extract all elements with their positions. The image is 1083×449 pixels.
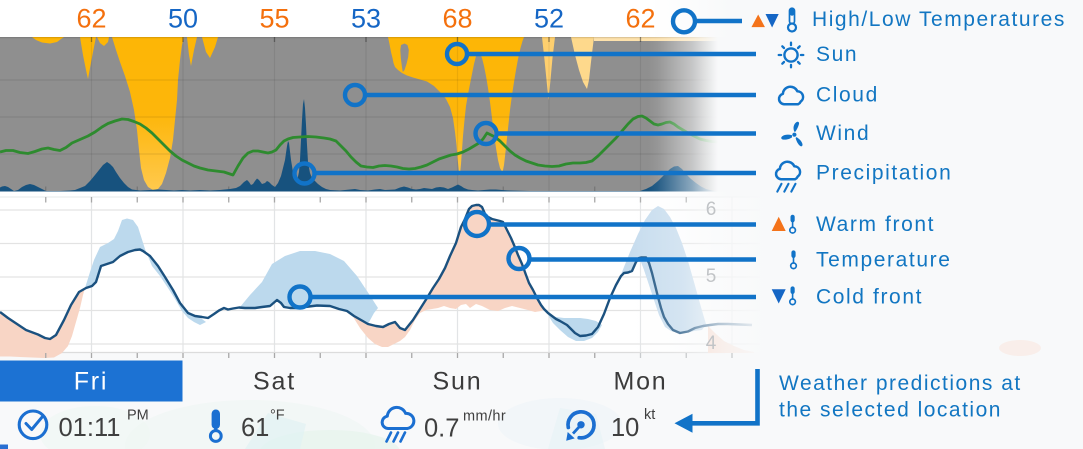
- svg-text:kt: kt: [644, 407, 655, 423]
- svg-text:55: 55: [259, 4, 289, 34]
- svg-text:68: 68: [442, 4, 472, 34]
- svg-text:Sat: Sat: [253, 368, 296, 396]
- svg-text:Sun: Sun: [816, 43, 858, 66]
- svg-text:Temperature: Temperature: [816, 249, 952, 272]
- svg-text:61: 61: [241, 414, 269, 442]
- svg-text:5: 5: [706, 266, 717, 287]
- svg-text:4: 4: [706, 333, 717, 354]
- svg-text:Wind: Wind: [816, 122, 870, 145]
- svg-text:Cold front: Cold front: [816, 286, 923, 309]
- svg-text:10: 10: [611, 414, 639, 442]
- svg-text:Weather predictions at: Weather predictions at: [779, 372, 1022, 395]
- svg-text:62: 62: [625, 4, 655, 34]
- svg-text:Cloud: Cloud: [816, 84, 879, 107]
- svg-text:Sun: Sun: [433, 368, 483, 396]
- svg-text:50: 50: [168, 4, 198, 34]
- svg-text:01:11: 01:11: [59, 414, 121, 442]
- svg-text:53: 53: [351, 4, 381, 34]
- svg-text:52: 52: [534, 4, 564, 34]
- svg-text:the selected location: the selected location: [779, 399, 1002, 422]
- svg-text:Mon: Mon: [613, 368, 667, 396]
- svg-text:0.7: 0.7: [424, 415, 459, 443]
- svg-text:6: 6: [706, 199, 717, 220]
- svg-text:Warm front: Warm front: [816, 213, 935, 236]
- svg-text:PM: PM: [127, 408, 149, 424]
- svg-text:Precipitation: Precipitation: [816, 162, 952, 185]
- svg-text:High/Low Temperatures: High/Low Temperatures: [812, 8, 1066, 31]
- svg-text:°F: °F: [270, 408, 285, 424]
- svg-text:mm/hr: mm/hr: [463, 409, 506, 425]
- svg-text:62: 62: [76, 4, 106, 34]
- svg-text:Fri: Fri: [74, 368, 109, 396]
